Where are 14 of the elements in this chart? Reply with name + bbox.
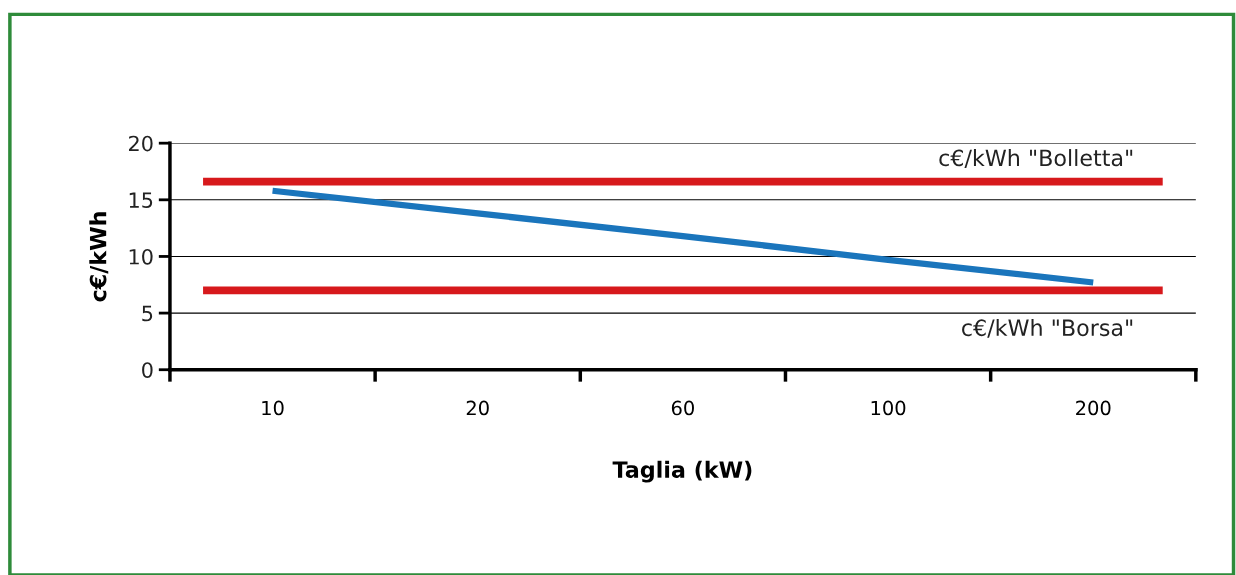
x-tick-label: 200 <box>1076 400 1111 416</box>
x-tick-label: 10 <box>262 400 284 416</box>
y-tick-label: 0 <box>142 362 153 378</box>
x-tick-label: 100 <box>871 400 906 416</box>
y-axis-title: c€/kWh <box>89 212 109 302</box>
y-tick-label: 10 <box>129 248 153 265</box>
y-tick-label: 15 <box>129 192 153 209</box>
y-tick-label: 5 <box>142 305 153 322</box>
x-axis-title: Taglia (kW) <box>612 460 752 483</box>
y-tick-label: 20 <box>128 135 153 152</box>
ref-line-label: c€/kWh "Bolletta" <box>939 149 1133 169</box>
x-tick-label: 20 <box>466 400 489 416</box>
ref-line-label: c€/kWh "Borsa" <box>962 318 1133 338</box>
x-tick-label: 60 <box>671 400 694 416</box>
